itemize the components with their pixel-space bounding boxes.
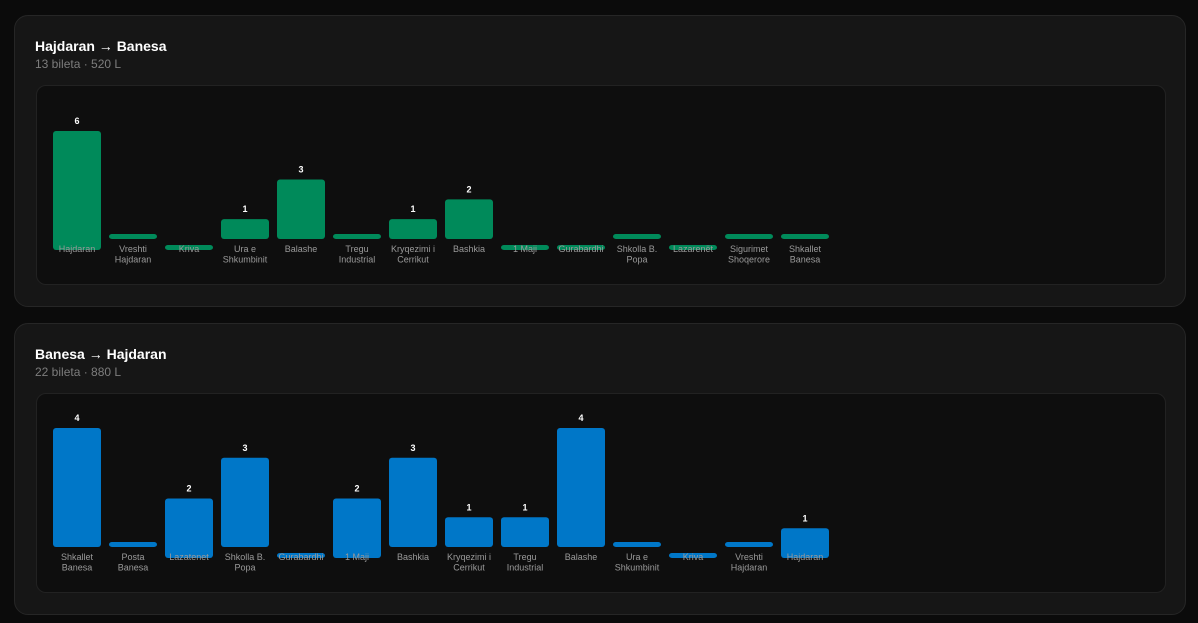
- bar: [669, 553, 717, 558]
- bar-value-label: 1: [242, 204, 247, 214]
- bar: [221, 219, 269, 239]
- category-label: Kriva: [683, 552, 704, 562]
- category-label: Hajdaran: [787, 552, 824, 562]
- bar-value-label: 3: [410, 443, 415, 453]
- bar: [333, 498, 381, 558]
- category-label: Sigurimet Shoqerore: [728, 244, 770, 265]
- bar: [557, 428, 605, 547]
- bar-value-label: 3: [298, 165, 303, 175]
- bar-value-label: 2: [186, 484, 191, 494]
- bar: [781, 528, 829, 558]
- bar-value-label: 1: [410, 204, 415, 214]
- category-label: Kryqezimi i Cerrikut: [391, 244, 435, 265]
- category-label: Shkallet Banesa: [789, 244, 822, 265]
- category-label: Posta Banesa: [118, 552, 149, 573]
- bar: [53, 428, 101, 547]
- category-label: Tregu Industrial: [507, 552, 544, 573]
- category-label: Hajdaran: [59, 244, 96, 254]
- category-label: Bashkia: [453, 244, 485, 254]
- bar: [445, 199, 493, 239]
- route-title: Hajdaran → Banesa: [35, 38, 167, 54]
- bar: [165, 245, 213, 250]
- category-label: Kriva: [179, 244, 200, 254]
- category-label: 1 Maji: [345, 552, 369, 562]
- bar: [557, 245, 605, 250]
- bar-value-label: 1: [802, 513, 807, 523]
- bar: [389, 219, 437, 239]
- bar: [501, 245, 549, 250]
- category-label: Tregu Industrial: [339, 244, 376, 265]
- category-label: Shkolla B. Popa: [617, 244, 658, 265]
- category-label: Ura e Shkumbinit: [223, 244, 268, 265]
- bar-value-label: 1: [522, 502, 527, 512]
- bar: [277, 553, 325, 558]
- category-label: Gurabardhi: [278, 552, 323, 562]
- bar: [221, 457, 269, 547]
- category-label: Kryqezimi i Cerrikut: [447, 552, 491, 573]
- stop-bar-chart: 6 Hajdaran Vreshti Hajdaran Kriva 1 Ura e Shkum…: [36, 85, 1166, 285]
- bar: [613, 542, 661, 547]
- category-label: Ura e Shkumbinit: [615, 552, 660, 573]
- bar-value-label: 1: [466, 502, 471, 512]
- category-label: Shkolla B. Popa: [225, 552, 266, 573]
- bar: [669, 245, 717, 250]
- category-label: Vreshti Hajdaran: [731, 552, 768, 573]
- bar: [501, 517, 549, 547]
- category-label: Lazatenet: [169, 552, 209, 562]
- bar-chart-svg: 4 Shkallet Banesa Posta Banesa 2 Lazatenet 3 Shk…: [53, 413, 829, 573]
- bar: [613, 234, 661, 239]
- bar: [333, 234, 381, 239]
- bar: [109, 542, 157, 547]
- bar: [277, 179, 325, 239]
- bar-value-label: 6: [74, 116, 79, 126]
- bar: [781, 234, 829, 239]
- category-label: Balashe: [285, 244, 318, 254]
- bar-chart-svg: 6 Hajdaran Vreshti Hajdaran Kriva 1 Ura e Shkum…: [53, 116, 829, 265]
- bar-value-label: 2: [354, 484, 359, 494]
- bar: [165, 498, 213, 558]
- route-card-outbound: Hajdaran → Banesa 13 bileta · 520 L 6 Haj…: [14, 15, 1186, 307]
- bar: [389, 457, 437, 547]
- bar-value-label: 2: [466, 184, 471, 194]
- bar: [109, 234, 157, 239]
- bar: [445, 517, 493, 547]
- route-title: Banesa → Hajdaran: [35, 346, 167, 362]
- bar: [53, 131, 101, 250]
- bar: [725, 234, 773, 239]
- route-summary: 13 bileta · 520 L: [35, 57, 122, 71]
- route-card-return: Banesa → Hajdaran 22 bileta · 880 L 4 Shk…: [14, 323, 1186, 615]
- category-label: 1 Maji: [513, 244, 537, 254]
- category-label: Balashe: [565, 552, 598, 562]
- category-label: Shkallet Banesa: [61, 552, 94, 573]
- category-label: Gurabardhi: [558, 244, 603, 254]
- category-label: Vreshti Hajdaran: [115, 244, 152, 265]
- category-label: Lazarenët: [673, 244, 714, 254]
- route-summary: 22 bileta · 880 L: [35, 365, 122, 379]
- bar: [725, 542, 773, 547]
- bar-value-label: 3: [242, 443, 247, 453]
- bar-value-label: 4: [74, 413, 79, 423]
- category-label: Bashkia: [397, 552, 429, 562]
- bar-value-label: 4: [578, 413, 583, 423]
- stop-bar-chart: 4 Shkallet Banesa Posta Banesa 2 Lazatenet 3 Shk…: [36, 393, 1166, 593]
